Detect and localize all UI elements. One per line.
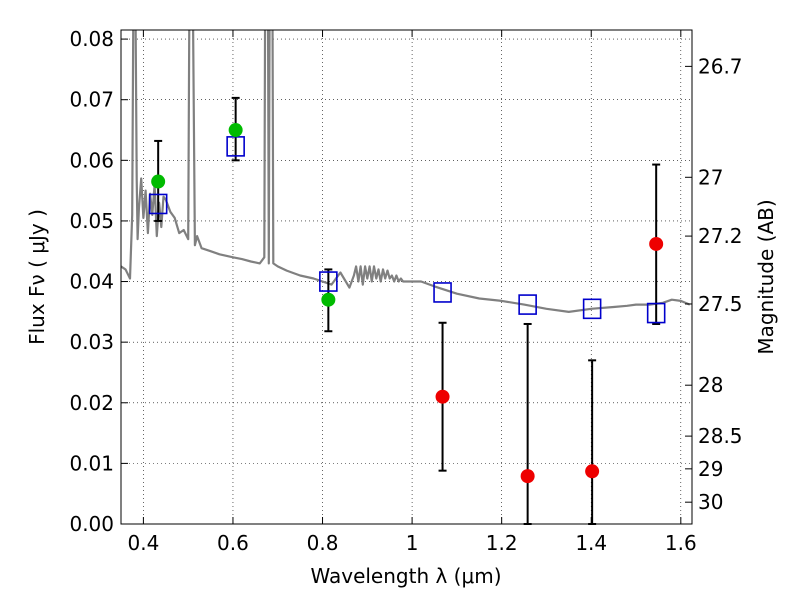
right-axis-title: Magnitude (AB) bbox=[754, 199, 778, 354]
model-photometry-square bbox=[582, 298, 602, 320]
upper-limit-point bbox=[649, 236, 664, 251]
upper-limit-point bbox=[585, 464, 600, 479]
model-photometry-square bbox=[646, 302, 666, 324]
detection-point bbox=[228, 123, 243, 138]
y-tick-label: 0.02 bbox=[69, 391, 114, 415]
right-tick-label: 27.2 bbox=[698, 224, 743, 248]
y-axis-title: Flux Fν ( μJy ) bbox=[25, 209, 49, 345]
y-tick-label: 0.01 bbox=[69, 451, 114, 475]
upper-limit-point bbox=[520, 469, 535, 484]
x-tick-label: 0.4 bbox=[127, 531, 159, 555]
x-tick-label: 1.2 bbox=[486, 531, 518, 555]
y-tick-label: 0.03 bbox=[69, 330, 114, 354]
model-photometry-square bbox=[319, 271, 338, 292]
right-tick-label: 27 bbox=[698, 165, 723, 189]
x-tick-label: 1 bbox=[406, 531, 419, 555]
y-axis-ticks: 0.00 0.01 0.02 0.03 0.04 0.05 0.06 0.07 0.08 bbox=[69, 27, 128, 536]
right-axis-ticks: 26.7 27 27.2 27.5 28 28.5 29 30 bbox=[685, 54, 743, 514]
model-photometry-square bbox=[433, 282, 452, 303]
y-tick-label: 0.00 bbox=[69, 512, 114, 536]
x-tick-label: 1.6 bbox=[665, 531, 697, 555]
model-photometry-square bbox=[518, 294, 537, 315]
detection-point bbox=[151, 174, 166, 189]
detection-point bbox=[321, 292, 336, 307]
plot-frame bbox=[120, 29, 693, 525]
x-tick-label: 1.4 bbox=[575, 531, 607, 555]
y-tick-label: 0.08 bbox=[69, 27, 114, 51]
x-tick-label: 0.6 bbox=[217, 531, 249, 555]
model-photometry-squares bbox=[148, 136, 666, 324]
model-photometry-square bbox=[148, 193, 168, 215]
observed-points bbox=[151, 123, 664, 484]
right-tick-label: 28.5 bbox=[698, 424, 743, 448]
x-axis-ticks: 0.4 0.6 0.8 1 1.2 1.4 1.6 bbox=[127, 30, 697, 555]
right-tick-label: 28 bbox=[698, 373, 723, 397]
x-tick-label: 0.8 bbox=[307, 531, 339, 555]
right-tick-label: 26.7 bbox=[698, 54, 743, 78]
y-tick-label: 0.06 bbox=[69, 148, 114, 172]
y-tick-label: 0.07 bbox=[69, 88, 114, 112]
plot-area bbox=[121, 30, 692, 524]
x-axis-title: Wavelength λ (μm) bbox=[310, 564, 501, 588]
y-tick-label: 0.04 bbox=[69, 270, 114, 294]
right-tick-label: 27.5 bbox=[698, 292, 743, 316]
spectrum-layer bbox=[121, 30, 691, 313]
y-tick-label: 0.05 bbox=[69, 209, 114, 233]
upper-limit-point bbox=[435, 389, 450, 404]
spectrum-line bbox=[121, 30, 691, 313]
right-tick-label: 30 bbox=[698, 490, 723, 514]
right-tick-label: 29 bbox=[698, 457, 723, 481]
